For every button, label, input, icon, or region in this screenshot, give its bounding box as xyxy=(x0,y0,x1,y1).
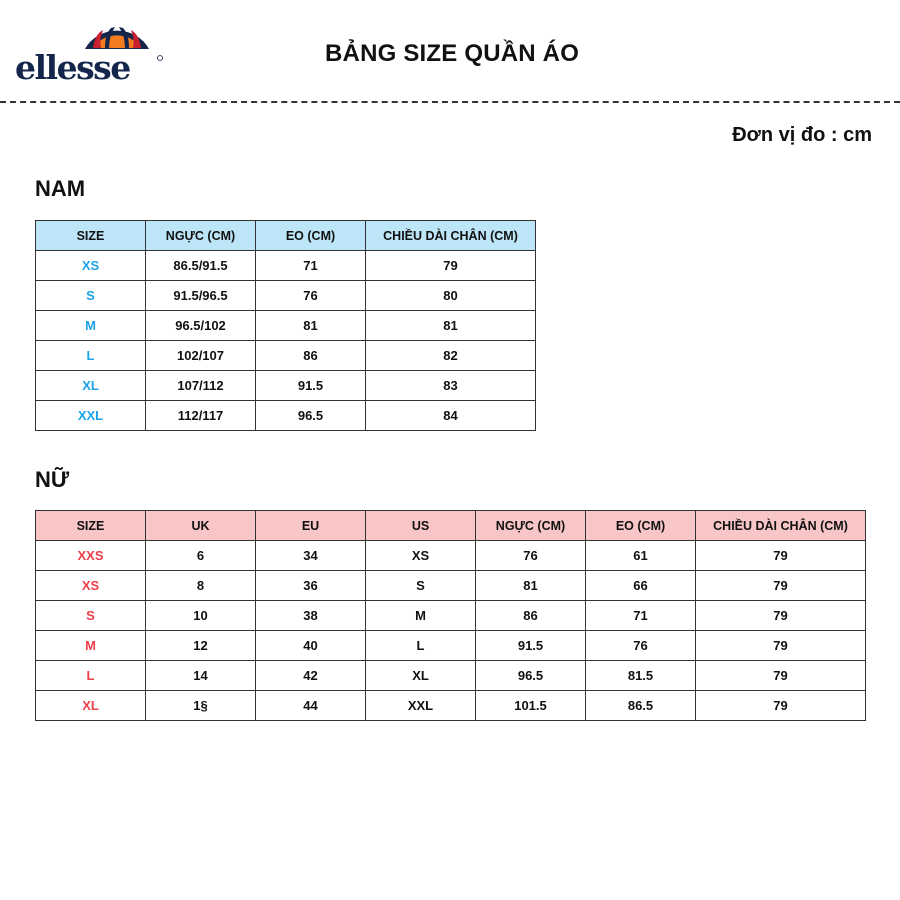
table-cell: 10 xyxy=(145,600,256,631)
column-header: SIZE xyxy=(35,220,146,251)
column-header: CHIỀU DÀI CHÂN (CM) xyxy=(695,510,866,541)
table-cell: 86.5 xyxy=(585,690,696,721)
table-cell: 71 xyxy=(255,250,366,281)
table-cell: 96.5 xyxy=(255,400,366,431)
table-cell: 1§ xyxy=(145,690,256,721)
table-cell: XS xyxy=(365,540,476,571)
table-cell: 101.5 xyxy=(475,690,586,721)
table-cell: 96.5/102 xyxy=(145,310,256,341)
table-row: XL 107/112 91.5 83 xyxy=(35,370,536,401)
section-heading-nam: NAM xyxy=(35,176,86,201)
table-cell: 86 xyxy=(255,340,366,371)
table-cell: 76 xyxy=(475,540,586,571)
unit-label: Đơn vị đo : cm xyxy=(732,124,872,146)
size-cell: S xyxy=(35,280,146,311)
column-header: SIZE xyxy=(35,510,146,541)
divider xyxy=(0,101,900,103)
table-row: XS 86.5/91.5 71 79 xyxy=(35,250,536,281)
table-cell: 107/112 xyxy=(145,370,256,401)
table-cell: 79 xyxy=(695,630,866,661)
column-header: EO (CM) xyxy=(585,510,696,541)
size-cell: S xyxy=(35,600,146,631)
column-header: EO (CM) xyxy=(255,220,366,251)
table-cell: 42 xyxy=(255,660,366,691)
table-cell: S xyxy=(365,570,476,601)
size-cell: XXS xyxy=(35,540,146,571)
table-cell: 81.5 xyxy=(585,660,696,691)
table-row: M 12 40 L 91.5 76 79 xyxy=(35,630,866,661)
table-cell: 76 xyxy=(255,280,366,311)
column-header: EU xyxy=(255,510,366,541)
size-cell: XS xyxy=(35,570,146,601)
table-cell: 61 xyxy=(585,540,696,571)
table-cell: 8 xyxy=(145,570,256,601)
table-cell: 91.5 xyxy=(475,630,586,661)
table-cell: 34 xyxy=(255,540,366,571)
table-cell: 79 xyxy=(695,540,866,571)
table-row: S 10 38 M 86 71 79 xyxy=(35,600,866,631)
table-cell: 80 xyxy=(365,280,536,311)
table-cell: 82 xyxy=(365,340,536,371)
table-row: S 91.5/96.5 76 80 xyxy=(35,280,536,311)
size-cell: M xyxy=(35,310,146,341)
table-cell: 81 xyxy=(255,310,366,341)
column-header: CHIỀU DÀI CHÂN (CM) xyxy=(365,220,536,251)
table-row: XXL 112/117 96.5 84 xyxy=(35,400,536,431)
table-cell: 79 xyxy=(365,250,536,281)
table-cell: 86.5/91.5 xyxy=(145,250,256,281)
table-cell: XXL xyxy=(365,690,476,721)
table-row: XS 8 36 S 81 66 79 xyxy=(35,570,866,601)
table-cell: 6 xyxy=(145,540,256,571)
table-cell: 71 xyxy=(585,600,696,631)
column-header: NGỰC (CM) xyxy=(475,510,586,541)
table-cell: 79 xyxy=(695,600,866,631)
size-cell: XS xyxy=(35,250,146,281)
table-cell: 14 xyxy=(145,660,256,691)
size-cell: L xyxy=(35,660,146,691)
table-row: XXS 6 34 XS 76 61 79 xyxy=(35,540,866,571)
table-cell: 36 xyxy=(255,570,366,601)
column-header: NGỰC (CM) xyxy=(145,220,256,251)
table-cell: 112/117 xyxy=(145,400,256,431)
table-cell: 96.5 xyxy=(475,660,586,691)
size-cell: XL xyxy=(35,690,146,721)
table-cell: 81 xyxy=(365,310,536,341)
table-cell: XL xyxy=(365,660,476,691)
table-row: L 14 42 XL 96.5 81.5 79 xyxy=(35,660,866,691)
table-cell: 40 xyxy=(255,630,366,661)
table-cell: 79 xyxy=(695,690,866,721)
table-cell: 44 xyxy=(255,690,366,721)
table-cell: 102/107 xyxy=(145,340,256,371)
size-table-nam: SIZE NGỰC (CM) EO (CM) CHIỀU DÀI CHÂN (CM) … xyxy=(35,220,536,431)
table-cell: 79 xyxy=(695,570,866,601)
table-cell: L xyxy=(365,630,476,661)
table-cell: M xyxy=(365,600,476,631)
column-header: UK xyxy=(145,510,256,541)
ellesse-logo: ellesse xyxy=(15,22,165,87)
column-header: US xyxy=(365,510,476,541)
table-cell: 91.5 xyxy=(255,370,366,401)
table-cell: 84 xyxy=(365,400,536,431)
size-cell: L xyxy=(35,340,146,371)
table-cell: 79 xyxy=(695,660,866,691)
table-cell: 81 xyxy=(475,570,586,601)
size-cell: XXL xyxy=(35,400,146,431)
size-cell: XL xyxy=(35,370,146,401)
table-row: M 96.5/102 81 81 xyxy=(35,310,536,341)
size-table-nu: SIZE UK EU US NGỰC (CM) EO (CM) CHIỀU DÀI CHÂN… xyxy=(35,510,866,721)
table-cell: 38 xyxy=(255,600,366,631)
svg-text:ellesse: ellesse xyxy=(15,48,130,82)
section-heading-nu: NỮ xyxy=(35,467,70,492)
table-cell: 66 xyxy=(585,570,696,601)
table-cell: 86 xyxy=(475,600,586,631)
page-title: BẢNG SIZE QUẦN ÁO xyxy=(325,40,580,67)
table-cell: 12 xyxy=(145,630,256,661)
table-row: XL 1§ 44 XXL 101.5 86.5 79 xyxy=(35,690,866,721)
table-cell: 83 xyxy=(365,370,536,401)
table-cell: 91.5/96.5 xyxy=(145,280,256,311)
size-cell: M xyxy=(35,630,146,661)
table-cell: 76 xyxy=(585,630,696,661)
table-row: L 102/107 86 82 xyxy=(35,340,536,371)
